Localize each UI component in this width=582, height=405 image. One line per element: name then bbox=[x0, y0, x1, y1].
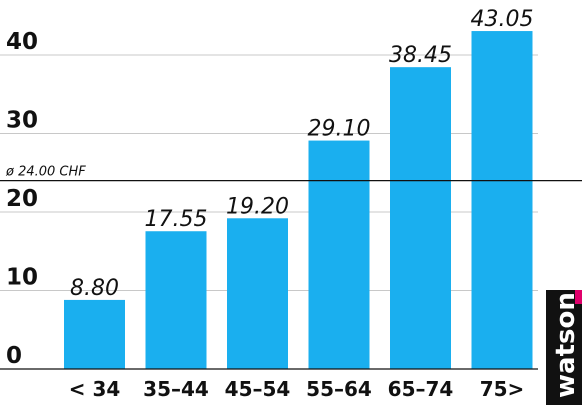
bar bbox=[145, 231, 207, 369]
data-label: 17.55 bbox=[145, 207, 208, 232]
bar bbox=[308, 140, 370, 369]
y-tick-label: 10 bbox=[6, 265, 38, 291]
x-axis-categories: < 34 35–44 45–54 55–64 65–74 75> bbox=[69, 377, 525, 401]
data-label: 29.10 bbox=[308, 117, 371, 142]
bars bbox=[64, 31, 533, 370]
bar bbox=[390, 67, 451, 369]
category-label: 65–74 bbox=[388, 377, 454, 401]
category-label: 75> bbox=[480, 377, 525, 401]
y-tick-label: 40 bbox=[6, 29, 38, 55]
y-tick-label: 30 bbox=[6, 108, 38, 134]
data-label: 19.20 bbox=[226, 194, 289, 219]
average-label: ø 24.00 CHF bbox=[5, 165, 86, 180]
watson-logo: watson bbox=[546, 290, 582, 405]
data-label: 38.45 bbox=[389, 43, 452, 68]
bar bbox=[227, 218, 288, 369]
data-labels: 8.80 17.55 19.20 29.10 38.45 43.05 bbox=[70, 7, 533, 301]
bar bbox=[471, 31, 533, 370]
category-label: 55–64 bbox=[306, 377, 372, 401]
logo-text: watson bbox=[551, 292, 581, 398]
logo-background bbox=[546, 290, 582, 405]
y-tick-label: 0 bbox=[6, 343, 22, 369]
bar bbox=[64, 299, 125, 369]
category-label: 45–54 bbox=[225, 377, 291, 401]
y-tick-label: 20 bbox=[6, 186, 38, 212]
average-reference: ø 24.00 CHF bbox=[0, 165, 582, 182]
data-label: 43.05 bbox=[471, 7, 534, 32]
y-axis-ticks: 0 10 20 30 40 bbox=[6, 29, 38, 369]
logo-accent bbox=[575, 290, 582, 304]
data-label: 8.80 bbox=[70, 276, 119, 301]
category-label: 35–44 bbox=[143, 377, 209, 401]
category-label: < 34 bbox=[69, 377, 121, 401]
